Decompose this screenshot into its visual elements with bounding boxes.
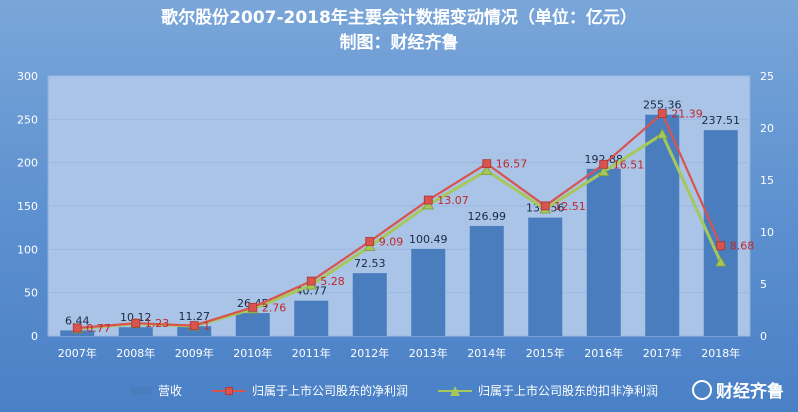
point-net-profit [72,323,82,333]
point-deducted-profit [364,240,376,251]
bar-data-label: 255.36 [643,99,682,112]
point-net-profit [423,195,433,205]
point-net-profit [365,237,375,246]
x-tick-label: 2011年 [292,346,331,360]
point-net-profit [716,241,726,251]
bar [528,217,563,336]
x-tick-label: 2010年 [233,346,272,360]
net-profit-data-label: 16.51 [613,158,645,171]
bar [645,114,680,336]
bar [294,300,329,336]
bar [411,248,446,336]
bar [60,330,95,336]
x-tick-label: 2014年 [467,346,506,360]
y-left-tick: 300 [17,70,38,83]
legend-swatch-revenue [130,386,152,395]
legend-item-net-profit: 归属于上市公司股东的净利润 [212,382,408,399]
y-left-tick: 150 [17,200,38,213]
y-left-tick: 50 [24,287,38,300]
y-right-tick: 5 [760,278,767,291]
point-net-profit [189,321,199,331]
point-net-profit [248,302,258,312]
line-net-profit [77,111,722,330]
y-right-tick: 10 [760,226,774,239]
x-tick-label: 2007年 [58,346,97,360]
bar [118,327,153,336]
x-tick-label: 2015年 [526,346,565,360]
point-deducted-profit [481,164,493,176]
y-left-tick: 200 [17,157,38,170]
x-tick-label: 2018年 [701,346,740,360]
y-right-tick: 20 [760,122,774,135]
point-net-profit [657,109,667,118]
y-left-tick: 100 [17,243,38,256]
y-left-tick: 0 [31,330,38,343]
bar-data-label: 237.51 [702,114,741,127]
point-deducted-profit [715,256,727,267]
bar [703,130,738,336]
x-tick-label: 2008年 [116,346,155,360]
y-left-tick: 250 [17,113,38,126]
y-right-tick: 15 [760,174,774,187]
x-tick-label: 2017年 [643,346,682,360]
bar [352,273,387,336]
chart-title: 歌尔股份2007-2018年主要会计数据变动情况（单位：亿元） 制图：财经齐鲁 [0,6,798,56]
bar [469,225,504,336]
x-tick-label: 2012年 [350,346,389,360]
bar-data-label: 100.49 [409,233,448,246]
x-tick-label: 2013年 [409,346,448,360]
net-profit-data-label: 5.28 [320,275,345,288]
legend-label-deducted-profit: 归属于上市公司股东的扣非净利润 [478,384,659,398]
net-profit-data-label: 1.23 [145,317,170,330]
legend-item-revenue: 营收 [130,382,182,399]
legend-swatch-deducted-profit [438,384,472,398]
bar [177,326,212,336]
bar [235,313,270,336]
bar-data-label: 72.53 [354,257,386,270]
net-profit-data-label: 0.77 [86,322,111,335]
legend-item-deducted-profit: 归属于上市公司股东的扣非净利润 [438,382,658,399]
point-net-profit [306,276,316,286]
x-tick-label: 2009年 [175,346,214,360]
y-right-tick: 0 [760,330,767,343]
legend-label-revenue: 营收 [158,384,183,398]
point-net-profit [131,318,141,328]
net-profit-data-label: 21.39 [671,108,703,121]
bar-data-label: 11.27 [179,310,211,323]
point-net-profit [599,159,609,169]
net-profit-data-label: 16.57 [496,158,528,171]
net-profit-data-label: 9.09 [379,235,404,248]
chart-subtitle: 制图：财经齐鲁 [339,33,459,53]
point-net-profit [540,201,550,211]
legend: 营收 归属于上市公司股东的净利润 归属于上市公司股东的扣非净利润 [0,378,798,402]
net-profit-data-label: 12.51 [554,200,586,213]
point-deducted-profit [598,165,610,177]
point-deducted-profit [656,128,668,139]
net-profit-data-label: 1 [203,320,210,333]
net-profit-data-label: 13.07 [437,194,469,207]
watermark: 财经齐鲁 [692,377,784,402]
chart-title-line1: 歌尔股份2007-2018年主要会计数据变动情况（单位：亿元） [161,8,637,28]
y-right-tick: 25 [760,70,774,83]
bar-data-label: 6.44 [65,314,90,327]
bar [586,168,621,336]
point-net-profit [482,159,492,169]
net-profit-data-label: 8.68 [730,240,755,253]
x-tick-label: 2016年 [584,346,623,360]
watermark-text: 财经齐鲁 [716,382,784,402]
legend-swatch-net-profit [212,384,246,398]
net-profit-data-label: 2.76 [262,301,287,314]
watermark-icon [692,379,712,400]
bar-data-label: 126.99 [468,210,507,223]
legend-label-net-profit: 归属于上市公司股东的净利润 [252,384,409,398]
